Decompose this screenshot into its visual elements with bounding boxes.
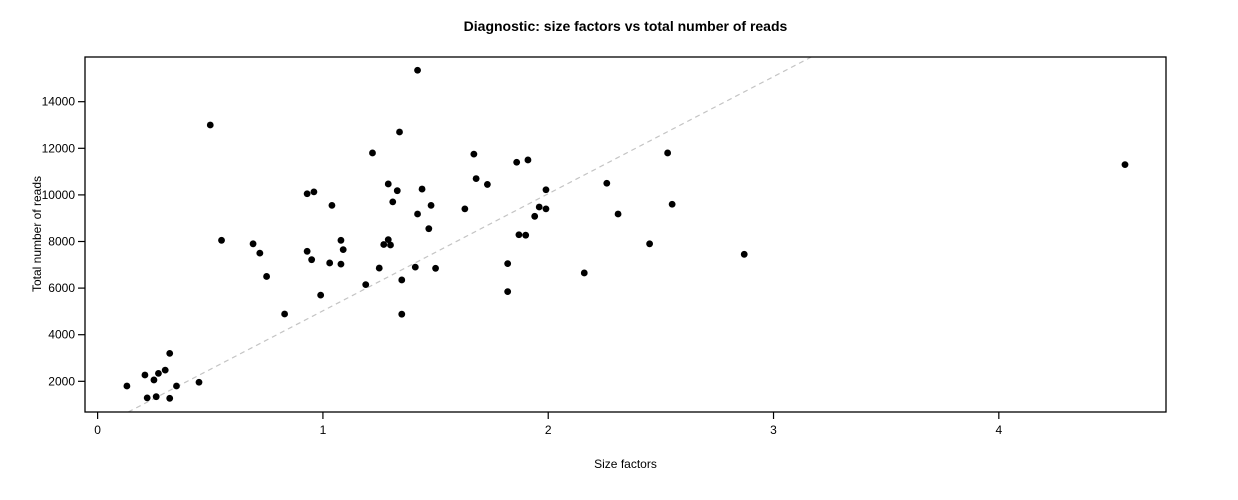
data-point: [166, 349, 174, 357]
reference-dashed-line: [127, 56, 812, 413]
plot-box: [84, 56, 1167, 413]
data-point: [524, 156, 532, 164]
data-point: [328, 201, 336, 209]
data-point: [522, 231, 530, 239]
data-point: [384, 236, 392, 244]
data-point: [531, 212, 539, 220]
data-point: [542, 205, 550, 213]
data-point: [123, 382, 131, 390]
y-tick-label: 14000: [42, 95, 76, 109]
data-point: [337, 236, 345, 244]
data-point: [369, 149, 376, 157]
y-axis-label: Total number of reads: [30, 175, 44, 293]
data-point: [614, 210, 622, 218]
x-tick-label: 1: [320, 423, 327, 437]
data-point: [389, 198, 397, 206]
y-tick-label: 8000: [48, 235, 75, 249]
data-point: [504, 260, 512, 268]
data-point: [384, 180, 392, 188]
data-point: [398, 276, 406, 284]
data-point: [141, 371, 149, 379]
x-tick-label: 2: [545, 423, 552, 437]
data-point: [398, 310, 406, 318]
data-point: [339, 246, 347, 254]
data-point: [535, 203, 543, 211]
data-point: [396, 128, 403, 136]
data-point: [411, 263, 419, 271]
x-tick-label: 0: [94, 423, 101, 437]
data-point: [740, 250, 748, 258]
data-point: [303, 190, 311, 198]
x-tick-label: 3: [770, 423, 777, 437]
data-point: [387, 241, 394, 249]
data-point: [472, 175, 480, 182]
data-point: [461, 205, 469, 213]
y-tick-label: 12000: [42, 141, 76, 155]
data-point: [161, 366, 169, 374]
data-point: [281, 310, 289, 318]
data-point: [646, 240, 654, 248]
data-point: [542, 186, 550, 194]
data-point: [326, 259, 334, 267]
data-point: [470, 150, 478, 158]
data-point: [303, 247, 311, 255]
data-point: [195, 378, 203, 386]
y-tick-label: 2000: [48, 374, 75, 388]
data-point: [256, 249, 264, 257]
data-point: [580, 269, 588, 277]
x-axis-label: Size factors: [594, 457, 657, 471]
data-point: [362, 281, 370, 289]
data-point: [664, 149, 672, 157]
data-point: [668, 200, 676, 208]
data-point: [308, 256, 316, 264]
data-point: [263, 273, 270, 280]
data-point: [152, 393, 160, 401]
data-point: [1121, 161, 1129, 169]
data-point: [432, 264, 439, 272]
data-point: [427, 201, 435, 209]
data-point: [249, 240, 257, 248]
data-point: [425, 225, 433, 233]
data-point: [483, 181, 491, 188]
x-tick-label: 4: [995, 423, 1002, 437]
data-point: [218, 236, 225, 244]
data-point: [414, 210, 421, 218]
data-point: [150, 376, 158, 384]
data-point: [380, 241, 388, 248]
y-tick-label: 4000: [48, 328, 75, 342]
data-point: [206, 121, 214, 129]
data-point: [143, 394, 151, 402]
data-point: [513, 158, 521, 166]
data-point: [166, 394, 174, 402]
data-point: [504, 288, 512, 296]
chart-title: Diagnostic: size factors vs total number…: [463, 18, 788, 34]
data-point: [155, 369, 162, 377]
data-point: [603, 179, 611, 187]
y-tick-label: 10000: [42, 188, 76, 202]
data-point: [310, 188, 318, 196]
y-tick-label: 6000: [48, 281, 75, 295]
data-point: [337, 260, 345, 268]
data-point: [414, 66, 421, 74]
data-point: [317, 291, 325, 299]
data-point: [418, 185, 426, 193]
data-point: [375, 264, 383, 272]
data-point: [173, 382, 180, 390]
data-point: [393, 187, 401, 195]
data-point: [515, 231, 523, 239]
